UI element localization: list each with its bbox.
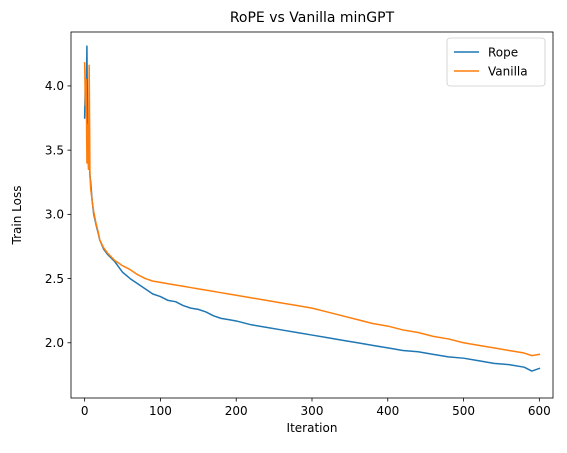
series-line-vanilla — [83, 62, 541, 357]
x-axis-ticks: 0 100 200 300 400 500 600 — [81, 398, 551, 418]
x-tick-label: 500 — [452, 404, 475, 418]
x-tick-label: 300 — [301, 404, 324, 418]
y-tick-label: 3.0 — [45, 208, 64, 222]
chart-title: RoPE vs Vanilla minGPT — [230, 10, 395, 26]
y-tick-label: 4.0 — [45, 79, 64, 93]
x-tick-label: 200 — [225, 404, 248, 418]
legend-label-vanilla: Vanilla — [488, 64, 528, 78]
x-tick-label: 0 — [81, 404, 89, 418]
y-tick-label: 3.5 — [45, 143, 64, 157]
legend-box — [446, 37, 546, 87]
series-lines — [83, 45, 541, 372]
y-tick-label: 2.5 — [45, 272, 64, 286]
x-tick-label: 400 — [376, 404, 399, 418]
legend: Rope Vanilla — [446, 37, 546, 87]
x-tick-label: 100 — [149, 404, 172, 418]
y-tick-label: 2.0 — [45, 336, 64, 350]
y-axis-ticks: 2.0 2.5 3.0 3.5 4.0 — [45, 79, 71, 350]
y-axis-label: Train Loss — [10, 186, 24, 246]
x-tick-label: 600 — [528, 404, 551, 418]
x-axis-label: Iteration — [287, 421, 338, 435]
legend-label-rope: Rope — [488, 45, 518, 59]
